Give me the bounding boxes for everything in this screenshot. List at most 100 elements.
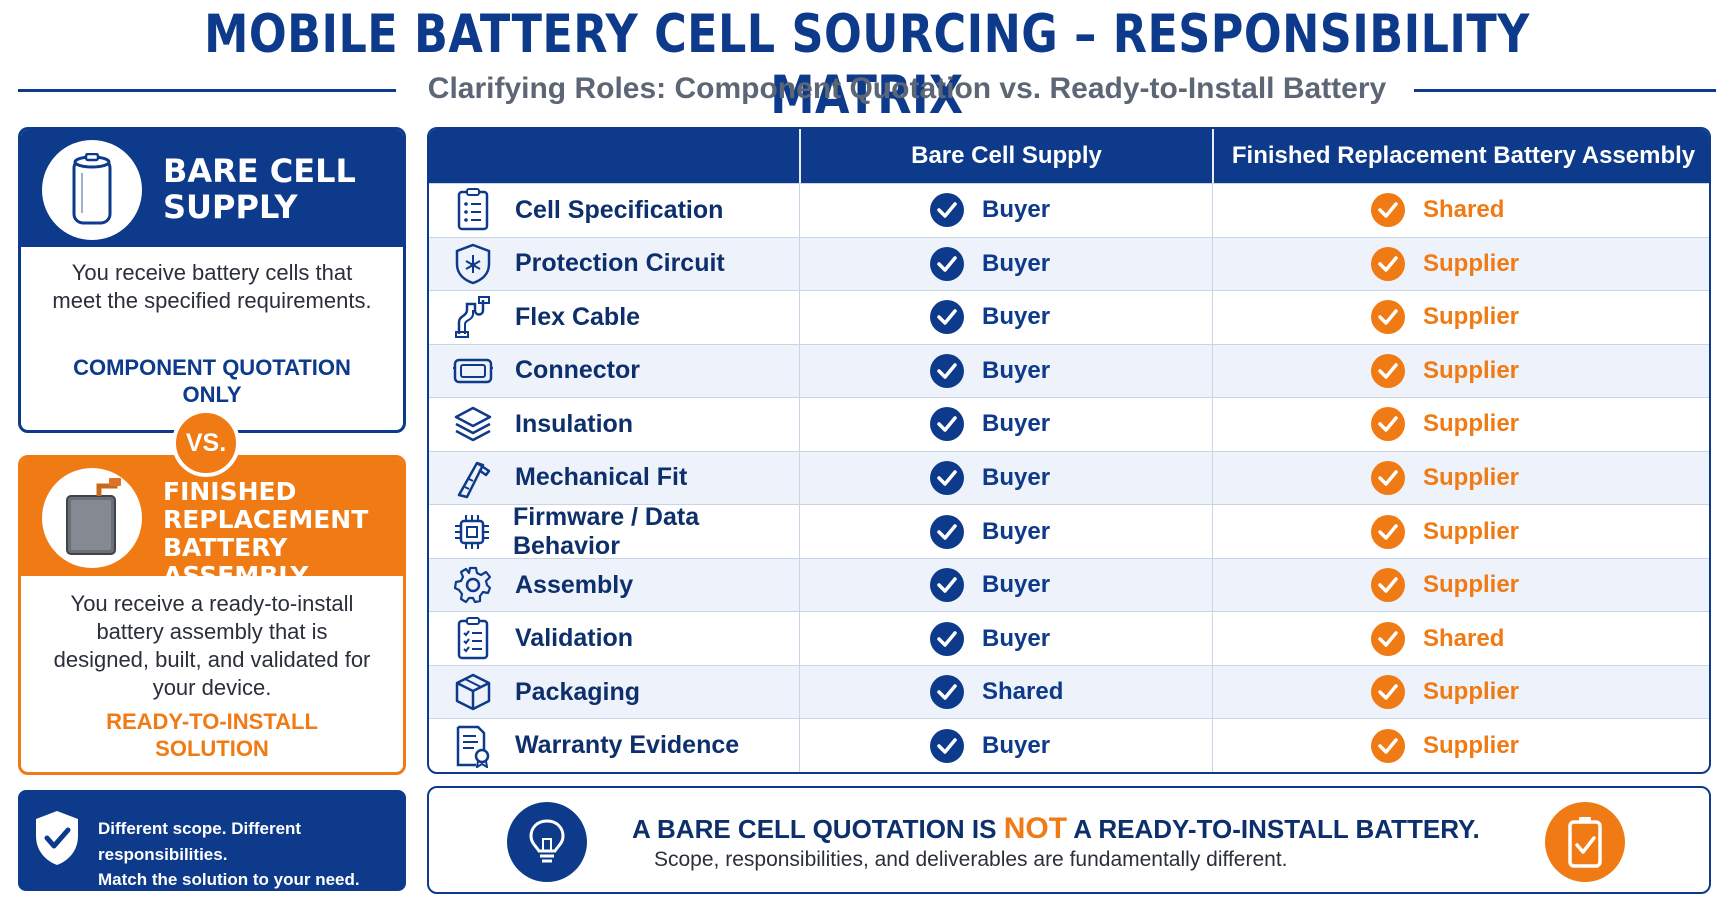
connector-icon — [451, 349, 495, 393]
row-item-cell: Assembly — [429, 559, 799, 612]
row-item-cell: Insulation — [429, 398, 799, 451]
bare-cell-value: Buyer — [930, 291, 1050, 344]
box-icon — [451, 670, 495, 714]
chip-icon — [451, 510, 493, 554]
bare-cell-value: Buyer — [930, 612, 1050, 665]
row-item-cell: Packaging — [429, 666, 799, 719]
check-circle-icon — [1371, 300, 1405, 335]
battery-cell-icon — [42, 140, 142, 240]
bare-cell-responsibility: Buyer — [982, 731, 1051, 759]
layers-icon — [451, 402, 495, 446]
bare-cell-value: Buyer — [930, 719, 1050, 772]
column-divider — [1212, 558, 1213, 612]
row-item-label: Cell Specification — [515, 195, 724, 224]
subtitle-rule-left — [18, 89, 396, 92]
column-divider — [1212, 719, 1213, 772]
column-divider — [799, 291, 800, 344]
bare-cell-responsibility: Buyer — [982, 517, 1051, 545]
check-circle-icon — [1371, 621, 1405, 656]
checklist-icon — [451, 188, 495, 232]
bare-cell-responsibility: Buyer — [982, 303, 1051, 331]
check-circle-icon — [1371, 193, 1405, 228]
check-circle-icon — [930, 193, 964, 228]
column-divider — [799, 184, 800, 237]
table-row: Protection Circuit Buyer Supplier — [429, 236, 1709, 291]
table-row: Connector Buyer Supplier — [429, 343, 1709, 398]
check-circle-icon — [930, 460, 964, 495]
bare-cell-responsibility: Shared — [982, 678, 1064, 706]
table-row: Firmware / Data Behavior Buyer Supplier — [429, 503, 1709, 560]
row-item-cell: Mechanical Fit — [429, 452, 799, 505]
finished-assembly-responsibility: Shared — [1423, 624, 1505, 652]
check-circle-icon — [930, 246, 964, 281]
finished-assembly-responsibility: Supplier — [1423, 356, 1520, 384]
column-divider — [799, 237, 800, 291]
check-circle-icon — [930, 728, 964, 763]
column-divider — [799, 451, 800, 505]
header-finished-assembly: Finished Replacement Battery Assembly — [1231, 142, 1696, 169]
column-divider — [799, 398, 800, 451]
responsibility-table: Bare Cell Supply Finished Replacement Ba… — [427, 127, 1711, 774]
finished-assembly-responsibility: Supplier — [1423, 463, 1520, 491]
column-divider — [1212, 612, 1213, 665]
row-item-label: Connector — [515, 356, 640, 385]
battery-pack-icon — [42, 468, 142, 568]
finished-assembly-tag: READY-TO-INSTALL SOLUTION — [106, 709, 318, 761]
finished-title-line1: FINISHED — [163, 477, 297, 506]
finished-assembly-responsibility: Supplier — [1423, 571, 1520, 599]
row-item-label: Validation — [515, 624, 634, 653]
table-header: Bare Cell Supply Finished Replacement Ba… — [429, 129, 1709, 183]
bare-cell-card: BARE CELL SUPPLY You receive battery cel… — [18, 127, 406, 433]
header-divider — [799, 129, 801, 183]
column-divider — [1212, 505, 1213, 558]
finished-assembly-responsibility: Supplier — [1423, 731, 1520, 759]
check-circle-icon — [1371, 407, 1405, 442]
table-row: Validation Buyer Shared — [429, 611, 1709, 665]
check-circle-icon — [930, 353, 964, 388]
row-item-cell: Firmware / Data Behavior — [429, 503, 799, 560]
finished-assembly-responsibility: Supplier — [1423, 410, 1520, 438]
banner-headline-end: A READY-TO-INSTALL BATTERY. — [1067, 814, 1480, 844]
row-item-label: Mechanical Fit — [515, 463, 688, 492]
check-circle-icon — [1371, 568, 1405, 603]
bare-cell-responsibility: Buyer — [982, 196, 1051, 224]
finished-assembly-responsibility: Supplier — [1423, 517, 1520, 545]
certificate-icon — [451, 724, 495, 768]
finished-assembly-value: Supplier — [1371, 559, 1519, 612]
banner-subtext: Scope, responsibilities, and deliverable… — [654, 848, 1288, 871]
bare-cell-value: Buyer — [930, 184, 1050, 237]
row-item-cell: Protection Circuit — [429, 238, 799, 291]
battery-check-icon — [1545, 802, 1625, 882]
row-item-label: Warranty Evidence — [515, 731, 740, 760]
scope-note-line1: Different scope. Different responsibilit… — [98, 819, 302, 864]
scope-note: Different scope. Different responsibilit… — [18, 790, 406, 891]
bare-cell-responsibility: Buyer — [982, 410, 1051, 438]
scope-note-line2: Match the solution to your need. — [98, 870, 360, 889]
table-row: Warranty Evidence Buyer Supplier — [429, 718, 1709, 772]
finished-assembly-value: Supplier — [1371, 398, 1519, 451]
finished-title-line2: REPLACEMENT — [163, 505, 369, 534]
finished-assembly-value: Supplier — [1371, 345, 1519, 398]
finished-assembly-value: Supplier — [1371, 238, 1519, 291]
finished-assembly-card: FINISHED REPLACEMENT BATTERY ASSEMBLY Yo… — [18, 455, 406, 775]
circuit-shield-icon — [451, 242, 495, 286]
gear-icon — [451, 563, 495, 607]
table-row: Assembly Buyer Supplier — [429, 557, 1709, 612]
column-divider — [1212, 665, 1213, 719]
bare-cell-responsibility: Buyer — [982, 624, 1051, 652]
bare-cell-title-line1: BARE CELL — [163, 152, 356, 190]
column-divider — [799, 719, 800, 772]
row-item-label: Packaging — [515, 677, 641, 706]
page-title: MOBILE BATTERY CELL SOURCING – RESPONSIB… — [204, 4, 1530, 126]
bare-cell-value: Shared — [930, 666, 1063, 719]
row-item-cell: Cell Specification — [429, 184, 799, 237]
check-circle-icon — [930, 675, 964, 710]
table-row: Mechanical Fit Buyer Supplier — [429, 450, 1709, 505]
check-circle-icon — [930, 407, 964, 442]
check-circle-icon — [930, 568, 964, 603]
bare-cell-description: You receive battery cells that meet the … — [52, 260, 372, 313]
column-divider — [1212, 398, 1213, 451]
finished-assembly-responsibility: Supplier — [1423, 678, 1520, 706]
finished-assembly-card-title: FINISHED REPLACEMENT BATTERY ASSEMBLY — [163, 478, 403, 590]
row-item-label: Protection Circuit — [515, 249, 725, 278]
